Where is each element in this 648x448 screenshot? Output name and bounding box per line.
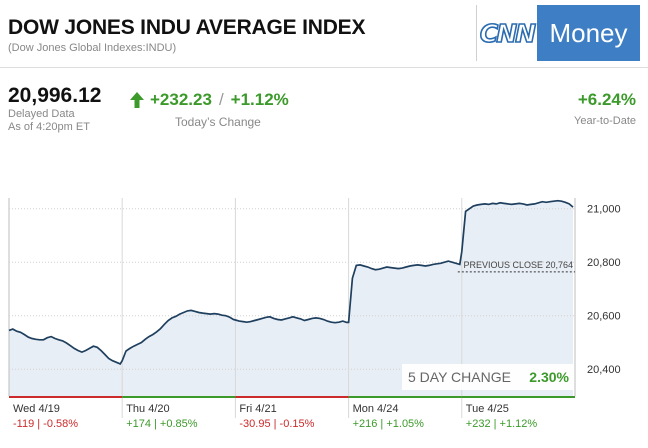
day-label: Thu 4/20 bbox=[126, 403, 169, 415]
header-divider bbox=[0, 67, 648, 68]
day-change: -119 | -0.58% bbox=[13, 418, 78, 430]
five-day-change-box bbox=[402, 364, 574, 390]
y-tick-label: 20,600 bbox=[587, 311, 621, 323]
five-day-chart: 20,400 20,600 20,800 21,000 PREVIOUS CLOSE 2… bbox=[8, 198, 621, 430]
y-tick-label: 21,000 bbox=[587, 204, 621, 216]
index-title: DOW JONES INDU AVERAGE INDEX bbox=[8, 16, 366, 39]
day-label: Fri 4/21 bbox=[239, 403, 276, 415]
change-separator: / bbox=[218, 90, 224, 109]
ytd-label: Year-to-Date bbox=[574, 115, 636, 127]
day-change: +216 | +1.05% bbox=[353, 418, 425, 430]
index-subtitle: (Dow Jones Global Indexes:INDU) bbox=[8, 42, 177, 54]
change-points: +232.23 bbox=[150, 90, 212, 109]
y-tick-label: 20,800 bbox=[587, 257, 621, 269]
todays-change: +232.23 / +1.12% bbox=[130, 90, 289, 110]
day-change: +174 | +0.85% bbox=[126, 418, 198, 430]
cnn-money-logo[interactable]: CNN Money bbox=[476, 5, 640, 61]
day-label: Wed 4/19 bbox=[13, 403, 60, 415]
day-change: -30.95 | -0.15% bbox=[239, 418, 314, 430]
day-label: Tue 4/25 bbox=[466, 403, 509, 415]
five-day-change-value: 2.30% bbox=[529, 369, 569, 385]
cnn-logo-text: CNN bbox=[479, 18, 537, 49]
delayed-info: Delayed Data As of 4:20pm ET bbox=[8, 108, 90, 134]
last-price: 20,996.12 bbox=[8, 84, 102, 107]
price-line bbox=[8, 199, 574, 365]
five-day-change-label: 5 DAY CHANGE bbox=[408, 369, 511, 385]
money-logo: Money bbox=[537, 5, 640, 61]
day-change: +232 | +1.12% bbox=[466, 418, 538, 430]
change-percent: +1.12% bbox=[230, 90, 289, 109]
y-tick-label: 20,400 bbox=[587, 364, 621, 376]
day-label: Mon 4/24 bbox=[353, 403, 399, 415]
price-area bbox=[9, 200, 573, 396]
arrow-up-icon bbox=[130, 92, 144, 108]
previous-close-label: PREVIOUS CLOSE 20,764 bbox=[463, 260, 573, 270]
cnn-logo: CNN bbox=[477, 5, 537, 61]
as-of-time: As of 4:20pm ET bbox=[8, 121, 90, 133]
delayed-label: Delayed Data bbox=[8, 108, 75, 120]
ytd-value: +6.24% bbox=[577, 90, 636, 109]
todays-change-label: Today’s Change bbox=[175, 115, 261, 129]
